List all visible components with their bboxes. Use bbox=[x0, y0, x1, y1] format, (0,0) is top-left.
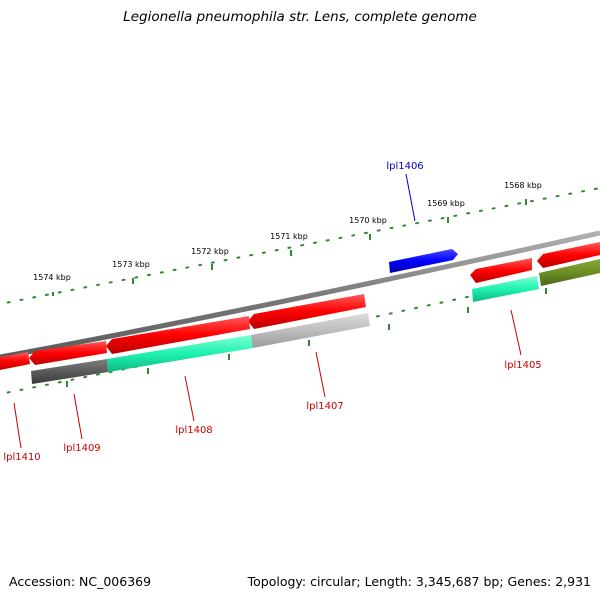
outer-ruler-ticks bbox=[52, 199, 527, 296]
gene-label-lpl1409[interactable]: lpl1409 bbox=[63, 443, 100, 454]
leader-lpl1409 bbox=[73, 393, 83, 440]
leader-lpl1407 bbox=[315, 351, 326, 398]
gene-arrow-lpl1405[interactable] bbox=[470, 258, 532, 283]
leader-lpl1406 bbox=[405, 173, 416, 222]
category-band bbox=[31, 259, 600, 384]
ruler-labels: 1568 kbp 1569 kbp 1570 kbp 1571 kbp 1572… bbox=[33, 181, 542, 282]
band-light-grey[interactable] bbox=[251, 313, 370, 348]
gene-arrow-lpl1406[interactable] bbox=[389, 249, 458, 273]
genome-backbone bbox=[0, 230, 600, 360]
leader-lpl1410 bbox=[13, 402, 22, 449]
gene-arrow-lpl1407[interactable] bbox=[248, 294, 366, 329]
topology-summary-text: Topology: circular; Length: 3,345,687 bp… bbox=[247, 574, 591, 589]
ruler-label-1574: 1574 kbp bbox=[33, 273, 71, 282]
gene-label-lpl1407[interactable]: lpl1407 bbox=[306, 401, 343, 412]
inner-ruler-ticks bbox=[66, 288, 547, 387]
ruler-label-1571: 1571 kbp bbox=[270, 232, 308, 241]
band-teal-left[interactable] bbox=[107, 335, 253, 372]
band-olive-right[interactable] bbox=[539, 259, 600, 286]
gene-label-lpl1410[interactable]: lpl1410 bbox=[3, 452, 40, 463]
ruler-label-1568: 1568 kbp bbox=[504, 181, 542, 190]
gene-label-lpl1406[interactable]: lpl1406 bbox=[386, 161, 423, 172]
accession-text: Accession: NC_006369 bbox=[9, 574, 152, 589]
gene-arrow-right-edge[interactable] bbox=[537, 242, 600, 268]
forward-genes bbox=[389, 249, 458, 273]
reverse-genes bbox=[0, 242, 600, 371]
band-grey-left[interactable] bbox=[31, 359, 108, 384]
gene-arrow-lpl1410[interactable] bbox=[0, 352, 30, 371]
ruler-label-1569: 1569 kbp bbox=[427, 199, 465, 208]
gene-label-lpl1405[interactable]: lpl1405 bbox=[504, 360, 541, 371]
gene-arrow-lpl1409[interactable] bbox=[29, 341, 107, 365]
label-leaders bbox=[13, 173, 522, 449]
gene-arrow-lpl1408[interactable] bbox=[106, 316, 250, 354]
ruler-label-1572: 1572 kbp bbox=[191, 247, 229, 256]
ruler-label-1573: 1573 kbp bbox=[112, 260, 150, 269]
ruler-label-1570: 1570 kbp bbox=[349, 216, 387, 225]
leader-lpl1405 bbox=[510, 309, 522, 356]
leader-lpl1408 bbox=[184, 375, 195, 422]
gene-label-lpl1408[interactable]: lpl1408 bbox=[175, 425, 212, 436]
band-teal-right[interactable] bbox=[472, 276, 539, 302]
map-title: Legionella pneumophila str. Lens, comple… bbox=[123, 9, 477, 25]
gene-labels: lpl1406 lpl1405 lpl1407 lpl1408 lpl1409 … bbox=[3, 161, 541, 463]
